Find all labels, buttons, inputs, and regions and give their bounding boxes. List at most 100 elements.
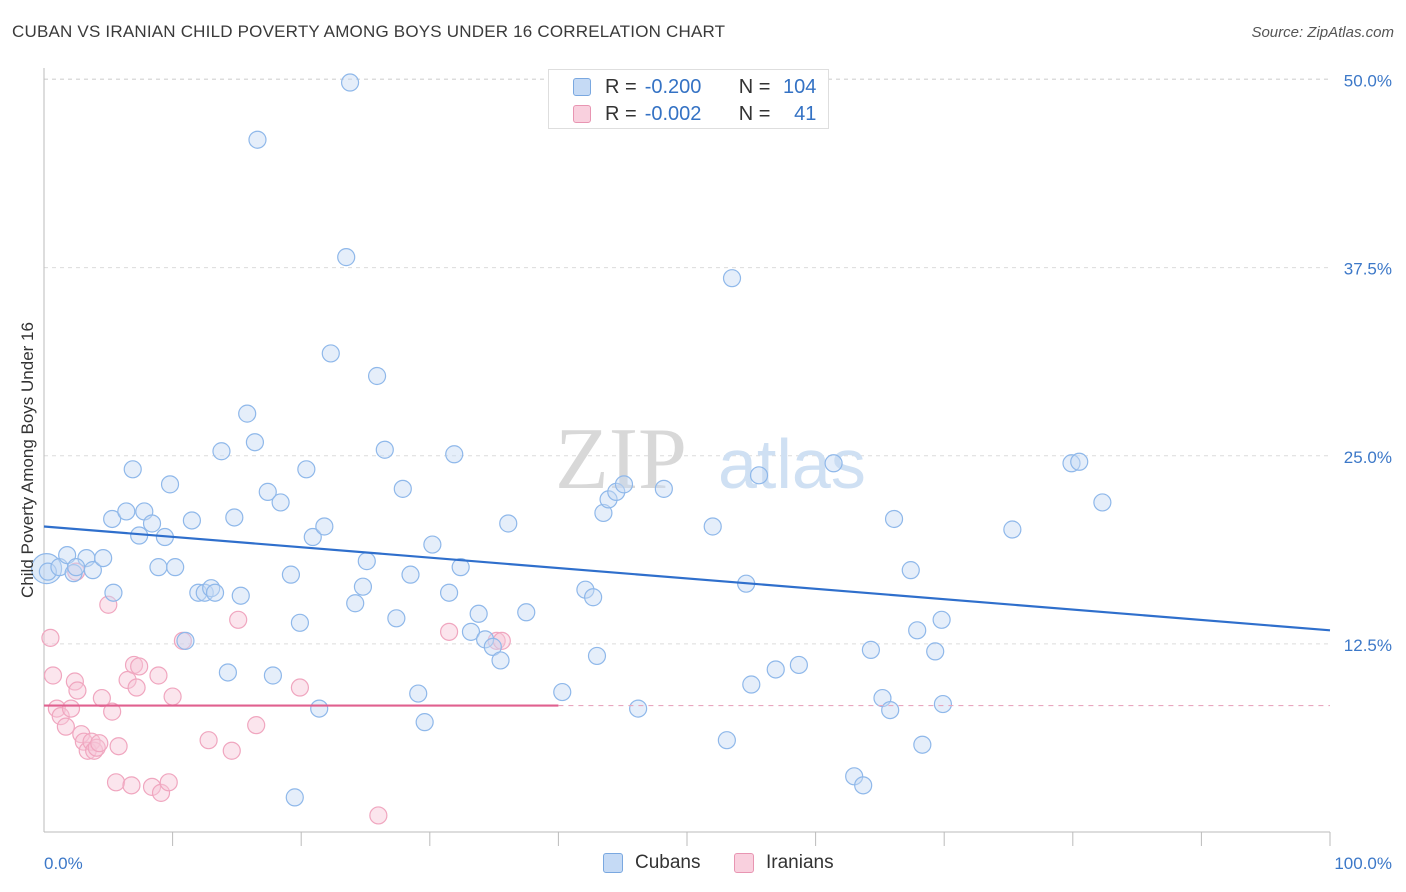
cubans-point: [340, 73, 360, 92]
cubans-point: [861, 640, 880, 660]
cubans-point: [483, 637, 502, 656]
cubans-point: [263, 666, 283, 685]
cubans-point: [393, 479, 412, 498]
legend-row-cubans: R = -0.200 N = 104: [573, 74, 816, 100]
legend-r-label: R =: [605, 102, 637, 125]
cubans-point: [654, 479, 673, 498]
y-tick-label: 25.0%: [1344, 448, 1392, 467]
iranians-point: [159, 773, 178, 792]
cubans-point: [238, 404, 257, 423]
cubans-point: [160, 475, 180, 494]
iranians-point: [61, 699, 81, 718]
cubans-point: [553, 682, 572, 702]
cubans-point: [303, 527, 322, 547]
cubans-swatch-icon: [573, 78, 591, 96]
cubans-point: [58, 545, 77, 565]
cubans-legend-icon: [603, 853, 623, 873]
iranians-point: [106, 773, 126, 792]
cubans-point: [321, 344, 340, 363]
cubans-point: [231, 586, 250, 605]
cubans-point: [182, 511, 201, 530]
cubans-point: [212, 442, 231, 461]
cubans-point: [599, 490, 618, 509]
iranians-point: [439, 622, 459, 641]
cubans-point: [248, 130, 267, 149]
legend-r-label: R =: [605, 75, 637, 98]
cubans-point: [346, 594, 365, 613]
cubans-point: [475, 630, 495, 649]
iranians-point: [229, 610, 248, 629]
bottom-legend-cubans: Cubans: [603, 852, 701, 874]
cubans-point: [901, 561, 920, 580]
cubans-point: [176, 631, 195, 650]
iranians-point: [122, 776, 141, 795]
iranians-point: [290, 678, 310, 697]
cubans-point: [517, 603, 536, 622]
iranians-point: [41, 628, 60, 647]
cubans-point: [94, 548, 113, 568]
y-tick-label: 37.5%: [1344, 260, 1392, 279]
x-tick-label: 100.0%: [1334, 854, 1392, 873]
cubans-point: [576, 580, 595, 599]
bottom-legend-cubans-label: Cubans: [635, 852, 701, 873]
cubans-point: [932, 610, 951, 629]
cubans-point: [423, 535, 442, 554]
cubans-point: [1070, 452, 1089, 471]
cubans-point: [401, 565, 420, 584]
iranians-legend-icon: [734, 853, 754, 873]
cubans-point: [281, 565, 301, 584]
iranians-point: [163, 687, 182, 706]
cubans-point: [290, 613, 310, 632]
cubans-point: [607, 482, 626, 501]
iranians-point: [142, 777, 162, 796]
cubans-point: [584, 588, 603, 607]
cubans-point: [491, 651, 510, 670]
iranians-point: [247, 716, 266, 735]
cubans-point: [166, 558, 185, 577]
iranians-point: [149, 666, 168, 685]
cubans-point: [297, 460, 316, 479]
iranians-point: [222, 741, 241, 760]
cubans-point: [357, 552, 376, 571]
legend-n-value: 41: [794, 102, 817, 125]
iranians-point: [199, 731, 218, 750]
cubans-point: [315, 517, 334, 536]
cubans-point: [225, 508, 244, 527]
cubans-point: [103, 509, 122, 529]
cubans-point: [742, 675, 761, 694]
y-tick-label: 50.0%: [1344, 72, 1392, 91]
cubans-point: [104, 583, 123, 602]
y-tick-label: 12.5%: [1344, 636, 1392, 655]
cubans-point: [367, 366, 387, 386]
iranians-point: [99, 595, 118, 614]
cubans-point: [337, 248, 356, 267]
legend-row-iranians: R = -0.002 N = 41: [573, 101, 816, 127]
cubans-point: [38, 562, 57, 581]
cubans-point: [717, 731, 736, 750]
cubans-point: [445, 445, 464, 464]
cubans-point: [594, 503, 613, 523]
legend-n-value: 104: [783, 75, 817, 98]
iranians-point: [68, 681, 87, 700]
cubans-point: [629, 699, 648, 718]
cubans-point: [310, 699, 329, 718]
cubans-point: [149, 558, 168, 577]
cubans-point: [205, 583, 225, 602]
iranians-point: [109, 737, 128, 756]
cubans-point: [439, 583, 459, 602]
cubans-point: [881, 700, 900, 720]
iranians-swatch-icon: [573, 105, 591, 123]
cubans-point: [749, 466, 769, 485]
cubans-point: [499, 514, 518, 533]
iranians-point: [369, 806, 388, 825]
chart-title: CUBAN VS IRANIAN CHILD POVERTY AMONG BOY…: [12, 22, 726, 41]
correlation-legend: R = -0.200 N = 104 R = -0.002 N = 41: [548, 69, 829, 129]
chart-source: Source: ZipAtlas.com: [1251, 24, 1394, 41]
cubans-point: [461, 622, 481, 641]
iranians-point: [103, 702, 122, 721]
cubans-point: [789, 655, 808, 675]
cubans-point: [271, 493, 290, 512]
cubans-point: [824, 454, 843, 473]
cubans-point: [1093, 493, 1112, 512]
